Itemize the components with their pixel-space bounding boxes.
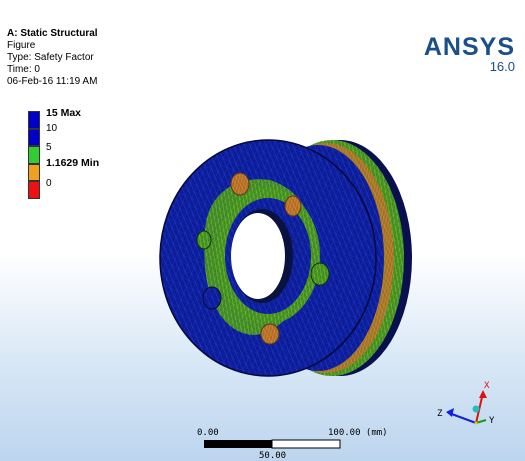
- ansys-logo: ANSYS 16.0: [424, 34, 515, 74]
- triad-label-x: X: [484, 381, 490, 391]
- disc-face: [159, 139, 377, 377]
- legend-swatch-zero: [28, 181, 40, 199]
- scale-label-right: 100.00 (mm): [328, 428, 388, 438]
- triad-label-z: Z: [437, 409, 443, 419]
- result-type: Type: Safety Factor: [7, 52, 94, 63]
- legend-swatch-high: [28, 129, 40, 146]
- analysis-title: A: Static Structural: [7, 28, 98, 39]
- y-axis-arrow: [475, 419, 487, 424]
- legend-label-0: 0: [46, 178, 52, 189]
- brand-version: 16.0: [489, 59, 515, 74]
- result-info-panel: A: Static Structural Figure Type: Safety…: [7, 28, 98, 88]
- figure-label: Figure: [7, 40, 36, 51]
- brand-name: ANSYS: [423, 33, 515, 61]
- scale-label-mid: 50.00: [259, 451, 287, 461]
- legend-label-5: 5: [46, 142, 52, 153]
- legend-swatch-mid: [28, 146, 40, 164]
- legend-swatch-min: [28, 164, 40, 181]
- triad-label-y: Y: [489, 416, 495, 426]
- scale-label-left: 0.00: [197, 428, 219, 438]
- legend-swatch-max: [28, 111, 40, 129]
- legend-label-max: 15 Max: [46, 107, 82, 119]
- z-axis-arrow: [448, 412, 477, 424]
- bolt-holes: [196, 172, 330, 345]
- result-time: Time: 0: [7, 64, 40, 75]
- legend-label-10: 10: [46, 123, 58, 134]
- triad-origin-icon: [472, 405, 480, 413]
- legend-label-min: 1.1629 Min: [46, 157, 100, 169]
- result-date: 06-Feb-16 11:19 AM: [7, 76, 98, 87]
